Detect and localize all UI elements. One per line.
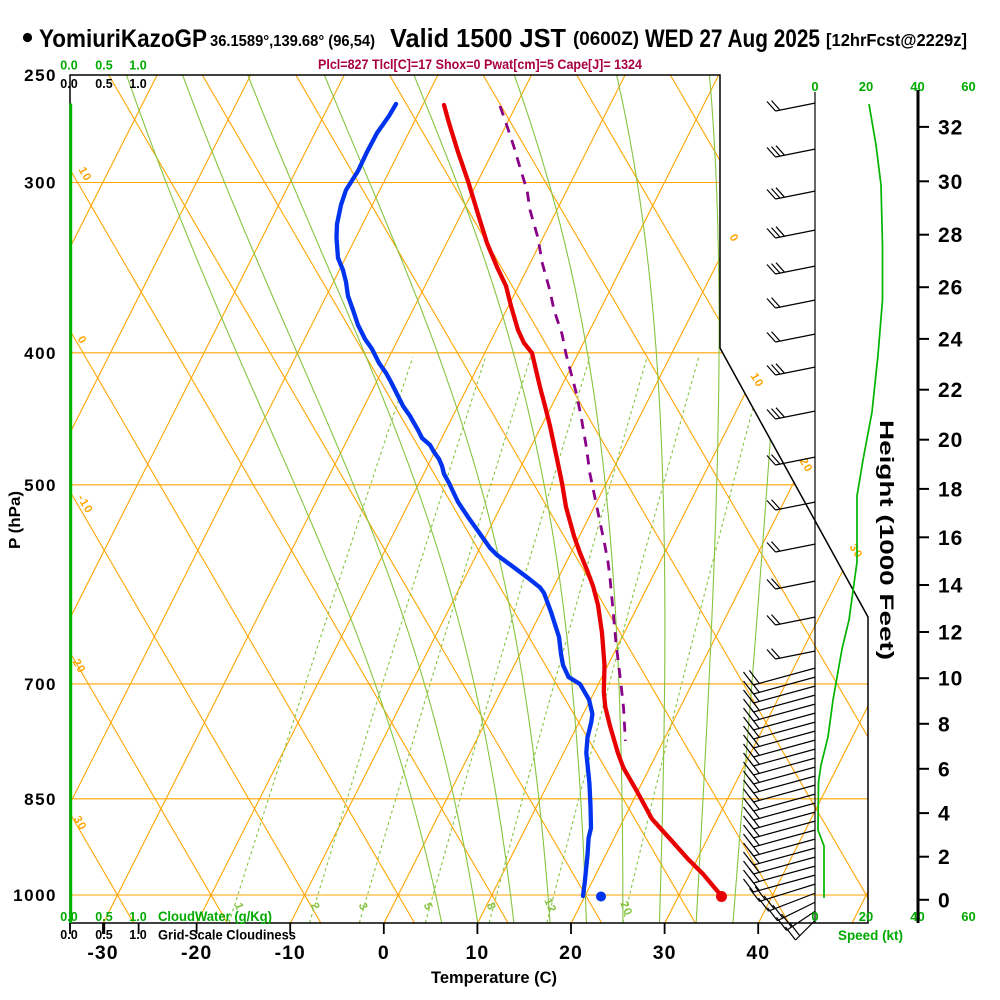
svg-text:1.0: 1.0 xyxy=(129,910,146,924)
svg-text:4: 4 xyxy=(938,803,951,826)
svg-text:250: 250 xyxy=(24,66,57,85)
svg-text:P (hPa): P (hPa) xyxy=(7,491,24,549)
svg-text:0.0: 0.0 xyxy=(60,910,77,924)
svg-text:18: 18 xyxy=(938,478,963,501)
svg-text:32: 32 xyxy=(938,116,963,139)
svg-text:500: 500 xyxy=(24,476,57,495)
svg-text:10: 10 xyxy=(466,942,490,964)
svg-text:0: 0 xyxy=(938,889,951,912)
svg-text:-30: -30 xyxy=(87,942,118,964)
svg-text:1000: 1000 xyxy=(13,886,57,905)
svg-text:1.0: 1.0 xyxy=(129,77,146,91)
svg-text:20: 20 xyxy=(559,942,583,964)
svg-text:0: 0 xyxy=(811,909,818,924)
svg-text:850: 850 xyxy=(24,790,57,809)
svg-text:1.0: 1.0 xyxy=(129,928,146,942)
svg-text:-10: -10 xyxy=(275,942,306,964)
svg-text:Speed (kt): Speed (kt) xyxy=(838,927,903,943)
svg-text:0.5: 0.5 xyxy=(95,910,112,924)
svg-text:YomiuriKazoGP: YomiuriKazoGP xyxy=(39,25,207,53)
svg-text:CloudWater (g/Kg): CloudWater (g/Kg) xyxy=(158,908,272,924)
svg-text:0.0: 0.0 xyxy=(60,77,77,91)
svg-text:Plcl=827 Tlcl[C]=17 Shox=0 Pwa: Plcl=827 Tlcl[C]=17 Shox=0 Pwat[cm]=5 Ca… xyxy=(318,56,642,72)
svg-text:20: 20 xyxy=(617,900,634,918)
svg-text:26: 26 xyxy=(938,277,963,300)
svg-text:1.0: 1.0 xyxy=(129,59,146,73)
svg-text:400: 400 xyxy=(24,344,57,363)
svg-text:2: 2 xyxy=(308,901,322,913)
svg-text:8: 8 xyxy=(938,713,951,736)
svg-text:Height (1000 Feet): Height (1000 Feet) xyxy=(875,420,896,660)
svg-text:5: 5 xyxy=(421,901,435,913)
svg-text:30: 30 xyxy=(938,171,963,194)
svg-text:60: 60 xyxy=(961,79,975,94)
svg-text:28: 28 xyxy=(938,224,963,247)
svg-text:0.0: 0.0 xyxy=(60,928,77,942)
svg-text:Grid-Scale Cloudiness: Grid-Scale Cloudiness xyxy=(158,927,296,943)
svg-text:2: 2 xyxy=(938,846,951,869)
svg-text:40: 40 xyxy=(910,79,924,94)
svg-text:22: 22 xyxy=(938,379,963,402)
svg-text:12: 12 xyxy=(541,897,558,915)
svg-text:0: 0 xyxy=(378,942,390,964)
svg-text:8: 8 xyxy=(484,901,498,913)
svg-text:40: 40 xyxy=(746,942,770,964)
svg-text:WED 27 Aug 2025: WED 27 Aug 2025 xyxy=(645,25,820,53)
svg-text:[12hrFcst@2229z]: [12hrFcst@2229z] xyxy=(826,30,967,50)
svg-text:10: 10 xyxy=(938,668,963,691)
svg-text:300: 300 xyxy=(24,174,57,193)
svg-text:0: 0 xyxy=(811,79,818,94)
svg-text:0.5: 0.5 xyxy=(95,77,112,91)
svg-text:20: 20 xyxy=(938,429,963,452)
svg-text:20: 20 xyxy=(859,79,873,94)
svg-text:700: 700 xyxy=(24,675,57,694)
svg-text:-20: -20 xyxy=(181,942,212,964)
svg-text:20: 20 xyxy=(859,909,873,924)
svg-text:36.1589°,139.68° (96,54): 36.1589°,139.68° (96,54) xyxy=(210,33,375,50)
svg-text:1: 1 xyxy=(232,901,246,913)
svg-text:0.5: 0.5 xyxy=(95,59,112,73)
svg-text:30: 30 xyxy=(653,942,677,964)
svg-text:0.0: 0.0 xyxy=(60,59,77,73)
svg-text:12: 12 xyxy=(938,622,963,645)
svg-text:(0600Z): (0600Z) xyxy=(573,29,639,50)
svg-text:6: 6 xyxy=(938,758,951,781)
svg-text:Valid 1500 JST: Valid 1500 JST xyxy=(390,23,566,53)
svg-text:3: 3 xyxy=(356,901,370,913)
svg-text:24: 24 xyxy=(938,328,963,351)
svg-text:0.5: 0.5 xyxy=(95,928,112,942)
svg-text:Temperature (C): Temperature (C) xyxy=(431,968,557,987)
svg-text:14: 14 xyxy=(938,575,963,598)
svg-text:60: 60 xyxy=(961,909,975,924)
svg-text:16: 16 xyxy=(938,527,963,550)
